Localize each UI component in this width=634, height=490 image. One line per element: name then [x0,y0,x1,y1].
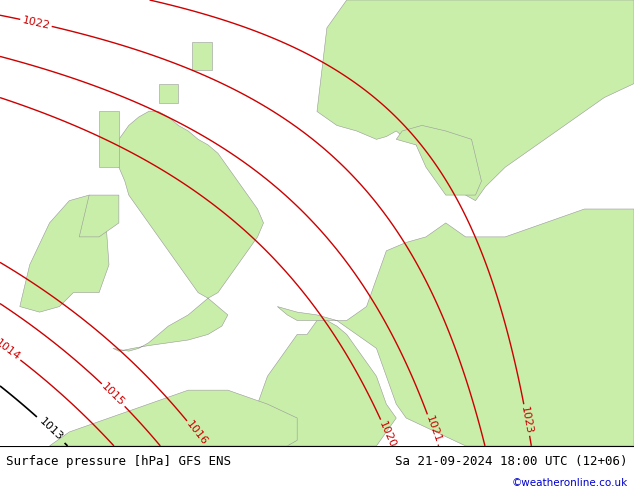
Polygon shape [396,125,481,195]
Text: 1022: 1022 [21,15,51,31]
Polygon shape [79,195,119,237]
Polygon shape [113,112,264,351]
Polygon shape [158,84,178,103]
Text: 1023: 1023 [519,405,534,435]
Polygon shape [99,112,119,167]
Text: 1020: 1020 [377,419,398,449]
Text: 1021: 1021 [424,415,443,444]
Text: Surface pressure [hPa] GFS ENS: Surface pressure [hPa] GFS ENS [6,455,231,468]
Polygon shape [317,0,634,201]
Polygon shape [49,390,297,446]
Polygon shape [129,320,396,446]
Text: Sa 21-09-2024 18:00 UTC (12+06): Sa 21-09-2024 18:00 UTC (12+06) [395,455,628,468]
Polygon shape [20,195,109,312]
Polygon shape [192,42,212,70]
Text: 1014: 1014 [0,338,22,363]
Polygon shape [278,209,634,446]
Text: 1013: 1013 [37,416,65,443]
Text: ©weatheronline.co.uk: ©weatheronline.co.uk [512,478,628,488]
Text: 1016: 1016 [184,419,210,447]
Text: 1015: 1015 [100,382,127,408]
